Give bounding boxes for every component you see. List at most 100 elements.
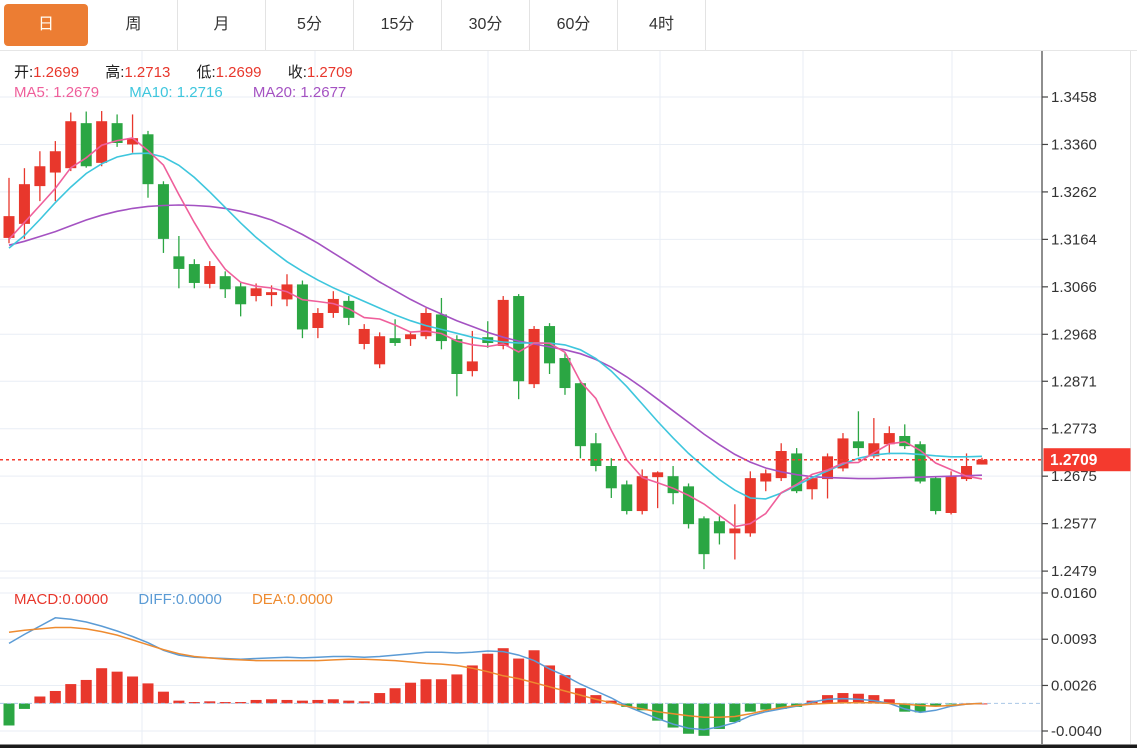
macd-bar: [235, 702, 247, 704]
macd-readout: MACD:0.0000 DIFF:0.0000 DEA:0.0000: [14, 591, 359, 608]
high-label: 高:: [105, 64, 125, 81]
ohlc-readout: 开:1.2699 高:1.2713 低:1.2699 收:1.2709: [14, 61, 375, 82]
candle-body: [80, 123, 92, 167]
candle-body: [729, 528, 741, 534]
dea-label: DEA:: [251, 591, 287, 608]
macd-bar: [760, 703, 772, 710]
tab-4hour[interactable]: 4时: [618, 0, 706, 50]
candle-body: [775, 451, 787, 479]
macd-bar: [34, 696, 46, 704]
candle-body: [497, 299, 509, 346]
close-value: 1.2709: [306, 64, 353, 81]
price-axis-label: 1.3164: [1051, 231, 1097, 248]
diff-label: DIFF:: [138, 591, 176, 608]
bottom-border: [0, 744, 1137, 748]
open-value: 1.2699: [33, 64, 80, 81]
candle-body: [358, 328, 370, 344]
diff-line: [8, 617, 983, 731]
macd-bar: [868, 695, 880, 704]
macd-bar: [281, 699, 293, 704]
macd-bar: [698, 703, 710, 736]
low-value: 1.2699: [215, 64, 262, 81]
macd-bar: [420, 679, 432, 704]
macd-axis-label: 0.0026: [1051, 677, 1097, 694]
macd-value: 0.0000: [62, 591, 109, 608]
ma10-label: MA10:: [129, 84, 173, 101]
candle-body: [528, 328, 540, 385]
candle-body: [250, 288, 262, 297]
macd-bar: [930, 703, 942, 706]
candle-body: [405, 334, 417, 340]
candle-body: [49, 151, 61, 173]
macd-bar: [775, 703, 787, 709]
candle-body: [852, 441, 864, 449]
gridlines: [0, 50, 1042, 744]
tab-5min[interactable]: 5分: [266, 0, 354, 50]
tab-week[interactable]: 周: [90, 0, 178, 50]
macd-bar: [343, 700, 355, 704]
macd-bar: [219, 702, 231, 704]
candle-body: [806, 478, 818, 490]
close-label: 收:: [287, 64, 307, 81]
macd-bar: [559, 675, 571, 704]
macd-bar: [744, 703, 756, 712]
macd-bar: [899, 703, 911, 712]
dea-line: [8, 626, 983, 718]
candle-body: [713, 521, 725, 534]
macd-bar: [544, 665, 556, 704]
timeframe-tabbar: 日周月 5分 15分 30分 60分 4时: [0, 0, 1137, 51]
last-price-badge: [1043, 448, 1131, 472]
candle-body: [389, 338, 401, 344]
tab-day[interactable]: 日: [4, 4, 88, 46]
candle-body: [574, 383, 586, 447]
macd-bar: [204, 701, 216, 704]
price-axis-label: 1.2577: [1051, 516, 1097, 533]
tab-60min[interactable]: 60分: [530, 0, 618, 50]
candle-body: [219, 276, 231, 290]
price-axis-label: 1.2675: [1051, 468, 1097, 485]
macd-bar: [945, 703, 957, 705]
ma20-value: 1.2677: [300, 84, 347, 101]
macd-bar: [883, 699, 895, 704]
price-axis-label: 1.2968: [1051, 326, 1097, 343]
price-axis-label: 1.3458: [1051, 89, 1097, 106]
macd-bar: [528, 650, 540, 704]
macd-bar: [266, 699, 278, 704]
ma5-line: [8, 137, 983, 528]
macd-bar: [683, 703, 695, 734]
tab-month[interactable]: 月: [178, 0, 266, 50]
candle-body: [636, 476, 648, 512]
candle-body: [235, 286, 247, 305]
macd-bar: [173, 700, 185, 704]
candle-body: [111, 123, 123, 144]
candle-body: [652, 472, 664, 478]
macd-bar: [142, 683, 154, 704]
macd-bar: [466, 665, 478, 704]
macd-bar: [49, 690, 61, 704]
candle-body: [65, 121, 77, 169]
candle-body: [837, 438, 849, 469]
candle-body: [559, 358, 571, 389]
candle-body: [96, 121, 108, 163]
ma5-label: MA5:: [14, 84, 50, 101]
macd-bar: [713, 703, 725, 729]
candle-body: [914, 444, 926, 482]
candle-body: [157, 184, 169, 239]
candle-body: [791, 453, 803, 492]
candle-body: [142, 134, 154, 185]
macd-bar: [636, 703, 648, 711]
ma20-line: [8, 204, 982, 480]
tab-30min[interactable]: 30分: [442, 0, 530, 50]
candle-body: [698, 518, 710, 555]
candle-body: [868, 443, 880, 457]
macd-bar: [65, 684, 77, 704]
low-label: 低:: [196, 64, 216, 81]
macd-bar: [296, 700, 308, 704]
candle-body: [435, 314, 447, 342]
candle-body: [513, 296, 525, 382]
candle-body: [374, 336, 386, 365]
price-axis-label: 1.2479: [1051, 563, 1097, 580]
candle-body: [883, 433, 895, 445]
candle-body: [744, 478, 756, 534]
tab-15min[interactable]: 15分: [354, 0, 442, 50]
